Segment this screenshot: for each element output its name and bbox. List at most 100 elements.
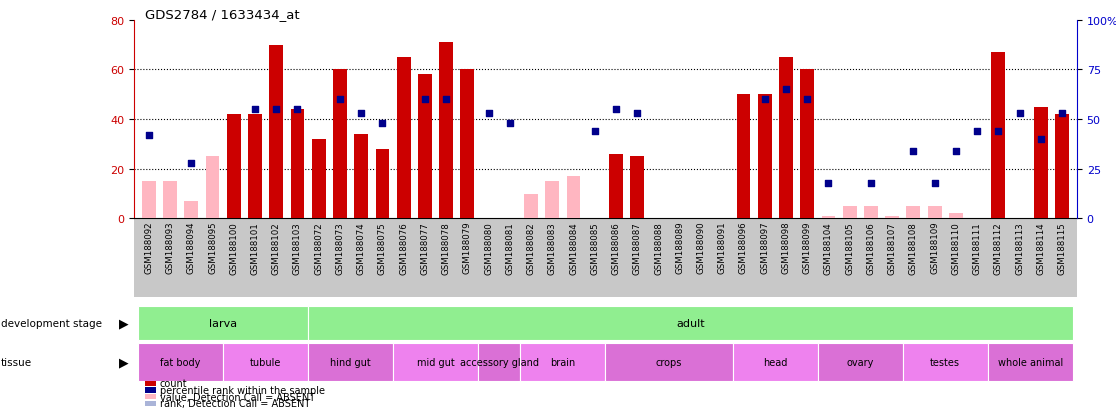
Point <box>140 132 157 139</box>
Text: fat body: fat body <box>161 357 201 368</box>
Text: mid gut: mid gut <box>416 357 454 368</box>
Text: GSM188092: GSM188092 <box>144 221 153 274</box>
Point <box>947 148 965 155</box>
Text: GSM188114: GSM188114 <box>1037 221 1046 274</box>
Text: GSM188099: GSM188099 <box>802 221 811 274</box>
Bar <box>546 182 559 219</box>
Bar <box>609 154 623 219</box>
Text: GSM188100: GSM188100 <box>229 221 238 274</box>
Bar <box>991 53 1006 219</box>
Text: GSM188078: GSM188078 <box>442 221 451 274</box>
Point <box>969 128 987 135</box>
Text: GSM188103: GSM188103 <box>294 221 302 274</box>
Text: GSM188093: GSM188093 <box>165 221 174 274</box>
Bar <box>631 157 644 219</box>
Text: GSM188113: GSM188113 <box>1016 221 1024 274</box>
Bar <box>142 182 156 219</box>
Text: ▶: ▶ <box>118 356 128 369</box>
Text: GSM188084: GSM188084 <box>569 221 578 274</box>
Text: GSM188104: GSM188104 <box>824 221 833 274</box>
Text: GSM188106: GSM188106 <box>866 221 875 274</box>
Bar <box>779 58 792 219</box>
Text: larva: larva <box>209 318 238 328</box>
Point <box>268 107 286 113</box>
Bar <box>393 344 478 381</box>
Bar <box>138 306 308 340</box>
Point <box>819 180 837 187</box>
Bar <box>311 140 326 219</box>
Text: GSM188097: GSM188097 <box>760 221 769 274</box>
Point <box>756 97 773 103</box>
Text: GSM188102: GSM188102 <box>271 221 281 274</box>
Bar <box>733 344 818 381</box>
Bar <box>138 344 223 381</box>
Bar <box>1033 107 1048 219</box>
Bar <box>184 202 199 219</box>
Text: percentile rank within the sample: percentile rank within the sample <box>160 385 325 395</box>
Text: head: head <box>763 357 788 368</box>
Bar <box>605 344 733 381</box>
Bar <box>988 344 1072 381</box>
Text: GSM188076: GSM188076 <box>400 221 408 274</box>
Text: ovary: ovary <box>847 357 874 368</box>
Text: GSM188072: GSM188072 <box>315 221 324 274</box>
Text: GDS2784 / 1633434_at: GDS2784 / 1633434_at <box>145 8 300 21</box>
Text: accessory gland: accessory gland <box>460 357 539 368</box>
Text: GSM188101: GSM188101 <box>250 221 260 274</box>
Point <box>246 107 263 113</box>
Bar <box>949 214 963 219</box>
Point <box>480 111 498 117</box>
Text: adult: adult <box>676 318 704 328</box>
Point <box>501 121 519 127</box>
Text: GSM188079: GSM188079 <box>463 221 472 274</box>
Bar <box>818 344 903 381</box>
Text: GSM188074: GSM188074 <box>357 221 366 274</box>
Text: crops: crops <box>656 357 682 368</box>
Text: GSM188094: GSM188094 <box>186 221 195 274</box>
Text: GSM188111: GSM188111 <box>973 221 982 274</box>
Text: GSM188082: GSM188082 <box>527 221 536 274</box>
Bar <box>821 216 836 219</box>
Bar <box>227 115 241 219</box>
Bar <box>885 216 899 219</box>
Bar <box>800 70 814 219</box>
Point <box>331 97 349 103</box>
Text: GSM188109: GSM188109 <box>930 221 940 274</box>
Text: GSM188105: GSM188105 <box>845 221 854 274</box>
Bar <box>567 177 580 219</box>
Point <box>1054 111 1071 117</box>
Bar <box>205 157 220 219</box>
Point <box>607 107 625 113</box>
Bar <box>354 135 368 219</box>
Text: testes: testes <box>931 357 960 368</box>
Bar <box>525 194 538 219</box>
Text: GSM188077: GSM188077 <box>421 221 430 274</box>
Text: GSM188073: GSM188073 <box>336 221 345 274</box>
Point <box>925 180 943 187</box>
Text: GSM188115: GSM188115 <box>1058 221 1067 274</box>
Bar <box>903 344 988 381</box>
Text: GSM188096: GSM188096 <box>739 221 748 274</box>
Point <box>416 97 434 103</box>
Bar <box>308 344 393 381</box>
Bar <box>843 206 857 219</box>
Point <box>628 111 646 117</box>
Text: ▶: ▶ <box>118 317 128 330</box>
Text: GSM188085: GSM188085 <box>590 221 599 274</box>
Point <box>182 160 200 167</box>
Text: GSM188110: GSM188110 <box>951 221 961 274</box>
Bar <box>520 344 605 381</box>
Bar <box>308 306 1072 340</box>
Text: whole animal: whole animal <box>998 357 1062 368</box>
Bar <box>418 75 432 219</box>
Point <box>437 97 455 103</box>
Text: GSM188083: GSM188083 <box>548 221 557 274</box>
Bar <box>478 344 520 381</box>
Bar <box>927 206 942 219</box>
Bar <box>290 110 305 219</box>
Text: GSM188086: GSM188086 <box>612 221 620 274</box>
Text: count: count <box>160 378 187 389</box>
Point <box>289 107 307 113</box>
Point <box>1011 111 1029 117</box>
Text: GSM188098: GSM188098 <box>781 221 790 274</box>
